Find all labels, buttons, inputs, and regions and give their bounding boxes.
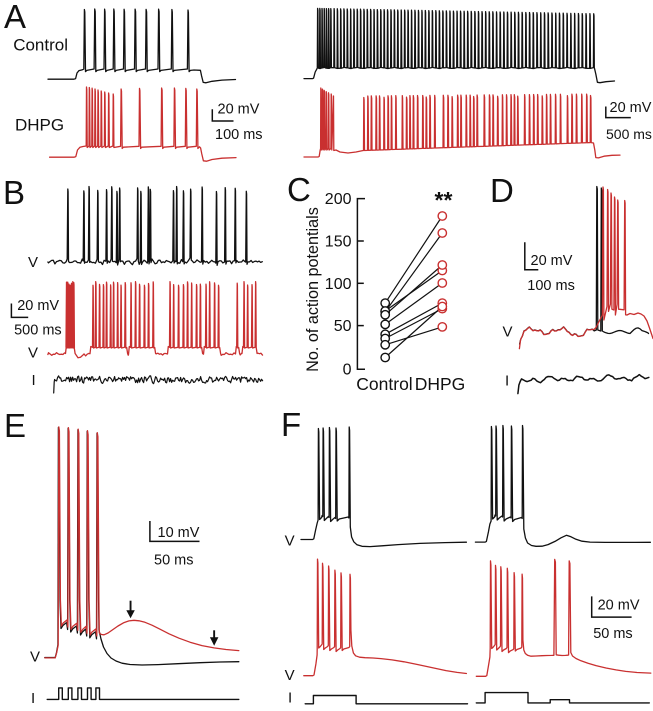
svg-text:Control: Control <box>356 374 412 394</box>
svg-text:500 ms: 500 ms <box>14 323 62 339</box>
svg-text:100 ms: 100 ms <box>215 127 263 143</box>
svg-text:50 ms: 50 ms <box>154 553 194 569</box>
svg-text:V: V <box>285 533 295 550</box>
svg-text:E: E <box>4 407 26 444</box>
svg-text:I: I <box>31 690 35 707</box>
svg-text:0: 0 <box>343 361 352 378</box>
svg-text:V: V <box>30 649 40 666</box>
svg-text:10 mV: 10 mV <box>158 525 200 541</box>
svg-text:V: V <box>285 667 295 684</box>
svg-text:150: 150 <box>325 234 352 251</box>
svg-text:Control: Control <box>13 35 68 54</box>
svg-text:100 ms: 100 ms <box>527 278 575 294</box>
svg-text:**: ** <box>435 187 453 213</box>
svg-text:20 mV: 20 mV <box>531 253 573 269</box>
svg-text:I: I <box>288 690 292 707</box>
svg-text:V: V <box>28 254 38 271</box>
svg-text:50: 50 <box>334 318 352 335</box>
svg-text:200: 200 <box>325 191 352 208</box>
svg-text:20 mV: 20 mV <box>598 598 640 614</box>
svg-text:V: V <box>503 324 513 341</box>
svg-text:500 ms: 500 ms <box>606 126 652 142</box>
svg-text:V: V <box>28 345 38 362</box>
svg-text:20 mV: 20 mV <box>610 100 652 116</box>
svg-text:100: 100 <box>325 276 352 293</box>
svg-text:I: I <box>505 373 509 390</box>
svg-text:DHPG: DHPG <box>15 116 64 135</box>
svg-text:F: F <box>281 406 301 443</box>
svg-text:D: D <box>490 172 514 209</box>
svg-text:I: I <box>32 372 36 389</box>
svg-text:C: C <box>287 171 311 208</box>
svg-text:A: A <box>4 0 26 35</box>
svg-text:50 ms: 50 ms <box>593 626 633 642</box>
svg-text:DHPG: DHPG <box>415 374 466 394</box>
svg-text:No. of action potentials: No. of action potentials <box>304 207 322 372</box>
svg-text:B: B <box>3 174 25 211</box>
svg-text:20 mV: 20 mV <box>17 298 59 314</box>
svg-text:20 mV: 20 mV <box>218 102 260 118</box>
